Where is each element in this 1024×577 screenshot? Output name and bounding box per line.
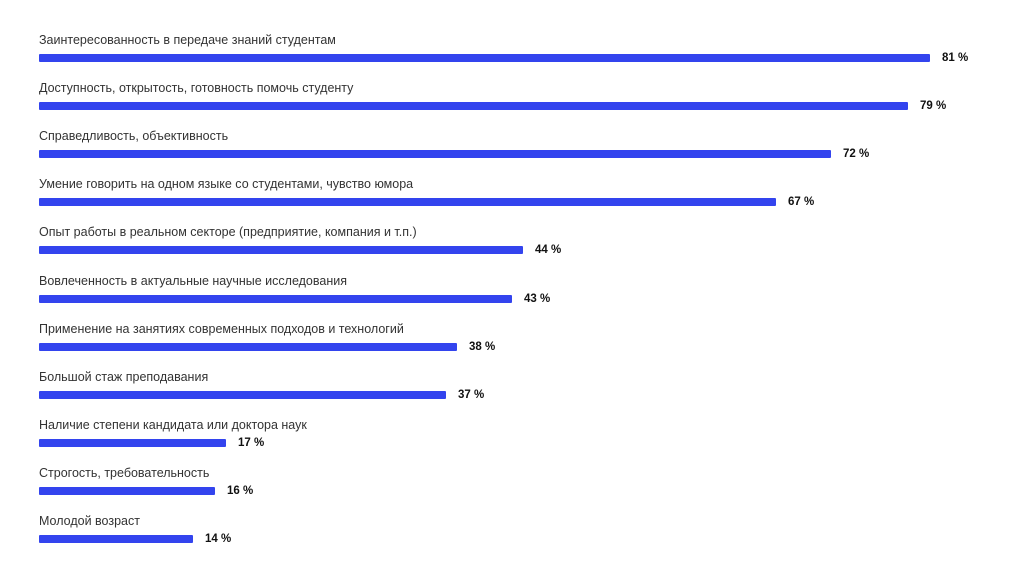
bar <box>39 246 523 255</box>
category-label: Доступность, открытость, готовность помо… <box>39 81 354 96</box>
value-label: 43 % <box>524 292 551 305</box>
value-label: 79 % <box>920 100 947 113</box>
value-label: 72 % <box>843 148 870 161</box>
bar <box>39 54 930 62</box>
value-label: 14 % <box>205 533 232 545</box>
category-label: Наличие степени кандидата или доктора на… <box>39 417 307 432</box>
category-label: Применение на занятиях современных подхо… <box>39 321 404 336</box>
category-label: Молодой возраст <box>39 514 140 528</box>
bar <box>39 486 215 495</box>
value-label: 38 % <box>469 340 496 353</box>
value-label: 44 % <box>535 244 562 257</box>
category-label: Опыт работы в реальном секторе (предприя… <box>39 225 417 240</box>
value-label: 16 % <box>227 484 254 497</box>
value-label: 81 % <box>942 52 969 64</box>
value-label: 17 % <box>238 436 265 449</box>
bar <box>39 390 446 399</box>
value-label: 67 % <box>788 196 815 209</box>
category-label: Строгость, требовательность <box>39 465 210 480</box>
bar <box>39 102 908 111</box>
category-label: Умение говорить на одном языке со студен… <box>39 177 414 192</box>
category-label: Большой стаж преподавания <box>39 369 209 384</box>
bar <box>39 150 831 159</box>
bar <box>39 198 776 207</box>
bar <box>39 535 193 543</box>
category-label: Справедливость, объективность <box>39 129 229 144</box>
bar <box>39 342 457 351</box>
bar <box>39 438 226 447</box>
value-label: 37 % <box>458 388 485 401</box>
bar <box>39 294 512 303</box>
category-label: Вовлеченность в актуальные научные иссле… <box>39 273 347 288</box>
category-label: Заинтересованность в передаче знаний сту… <box>39 33 336 47</box>
